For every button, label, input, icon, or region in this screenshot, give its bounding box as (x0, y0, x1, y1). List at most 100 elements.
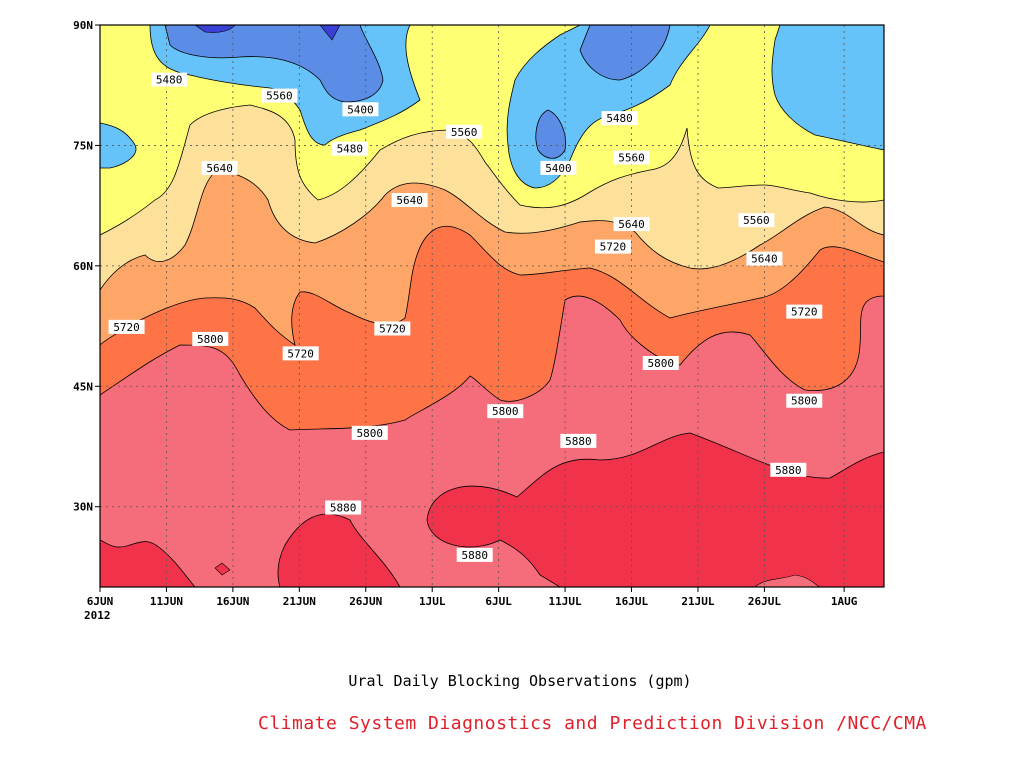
x-axis: 6JUN 11JUN 16JUN 21JUN 26JUN 1JUL 6JUL 11JUL 16J… (87, 587, 858, 608)
contour-label-text: 5560 (743, 214, 770, 227)
contour-label-text: 5720 (600, 241, 627, 254)
x-tick-label: 6JUN (87, 595, 114, 608)
x-year-label: 2012 (84, 609, 111, 622)
contour-label-bg (374, 321, 411, 336)
contour-label-bg (325, 500, 362, 515)
chart-title: Ural Daily Blocking Observations (gpm) (348, 672, 692, 690)
contour-label: 5560 (738, 213, 775, 228)
band-5880-se-dip (754, 574, 821, 587)
x-tick-label: 26JUN (349, 595, 382, 608)
x-tick-label: 1AUG (831, 595, 858, 608)
contour-label-text: 5640 (396, 194, 423, 207)
contour-label-bg (786, 393, 823, 408)
contour-label-bg (738, 213, 775, 228)
contour-label-text: 5800 (197, 333, 224, 346)
contour-label: 5480 (601, 111, 638, 126)
band-5880-dot (214, 562, 231, 576)
contour-label: 5400 (540, 160, 577, 175)
contour-label-bg (613, 217, 650, 232)
contour-label-bg (282, 346, 319, 361)
y-tick-label: 90N (73, 19, 93, 32)
contour-label: 5720 (108, 319, 145, 334)
y-tick-label: 60N (73, 260, 93, 273)
grid-lines (100, 25, 884, 587)
contour-label: 5720 (594, 239, 631, 254)
y-tick-label: 30N (73, 501, 93, 514)
contour-label-bg (261, 88, 298, 103)
band-5320-5400-mid (579, 25, 671, 81)
contour-label: 5560 (613, 150, 650, 165)
contour-label-text: 5880 (330, 502, 357, 515)
plot-frame (99, 24, 885, 588)
contour-label-bg (746, 251, 783, 266)
contour-label: 5720 (282, 346, 319, 361)
contour-label-bg (342, 102, 379, 117)
x-tick-label: 11JUN (150, 595, 183, 608)
contour-label-bg (151, 72, 188, 87)
contour-label-bg (331, 141, 368, 156)
contour-label: 5640 (201, 160, 238, 175)
contour-label: 5720 (374, 321, 411, 336)
contour-label-bg (601, 111, 638, 126)
contour-label-text: 5720 (791, 306, 818, 319)
contour-label-text: 5640 (751, 253, 778, 266)
contour-label: 5880 (560, 433, 597, 448)
contour-label-bg (613, 150, 650, 165)
contour-label-text: 5720 (379, 322, 406, 335)
contour-label: 5800 (642, 356, 679, 371)
contour-label-text: 5720 (287, 347, 314, 360)
contour-label-bg (560, 433, 597, 448)
band-below-5320-b (319, 25, 341, 41)
contour-label: 5480 (151, 72, 188, 87)
contour-label: 5800 (351, 425, 388, 440)
band-5320-5400-small (535, 109, 567, 159)
contour-label: 5640 (746, 251, 783, 266)
contour-label-bg (786, 304, 823, 319)
x-tick-label: 6JUL (485, 595, 512, 608)
x-tick-label: 26JUL (748, 595, 781, 608)
contour-label-text: 5560 (451, 126, 478, 139)
contour-label-text: 5640 (206, 162, 233, 175)
contour-label-bg (487, 404, 524, 419)
y-axis: 30N 45N 60N 75N 90N (73, 19, 100, 514)
contour-label-text: 5480 (606, 112, 633, 125)
contour-label-bg (446, 124, 483, 139)
x-tick-label: 21JUL (681, 595, 714, 608)
contour-label-text: 5560 (618, 151, 645, 164)
contour-label: 5880 (456, 547, 493, 562)
contour-label-text: 5880 (775, 464, 802, 477)
x-tick-label: 16JUL (615, 595, 648, 608)
credit-line: Climate System Diagnostics and Predictio… (258, 713, 927, 734)
contour-label-text: 5560 (266, 90, 293, 103)
contour-label-text: 5720 (113, 321, 140, 334)
contour-label-bg (351, 425, 388, 440)
contour-label-bg (108, 319, 145, 334)
contour-label: 5560 (261, 88, 298, 103)
contour-label-bg (391, 193, 428, 208)
contour-label: 5640 (613, 217, 650, 232)
contour-label-text: 5480 (156, 74, 183, 87)
contour-label: 5880 (325, 500, 362, 515)
x-tick-label: 11JUL (549, 595, 582, 608)
contour-label: 5480 (331, 141, 368, 156)
contour-label-bg (642, 356, 679, 371)
band-5400-5480-east (771, 25, 884, 151)
contour-label: 5800 (487, 404, 524, 419)
contour-label-bg (540, 160, 577, 175)
y-tick-label: 45N (73, 380, 93, 393)
contour-label-bg (594, 239, 631, 254)
contour-label-bg (770, 462, 807, 477)
contour-label: 5400 (342, 102, 379, 117)
band-5400-5480-westedge (100, 122, 137, 169)
contour-label-bg (201, 160, 238, 175)
contour-label: 5560 (446, 124, 483, 139)
band-5880-sw (100, 539, 196, 587)
contour-label-text: 5800 (356, 427, 383, 440)
contour-label-text: 5880 (461, 549, 488, 562)
contour-label: 5800 (786, 393, 823, 408)
contour-label-text: 5800 (648, 357, 675, 370)
contour-label: 5720 (786, 304, 823, 319)
contour-label-text: 5480 (337, 143, 364, 156)
x-tick-label: 16JUN (216, 595, 249, 608)
